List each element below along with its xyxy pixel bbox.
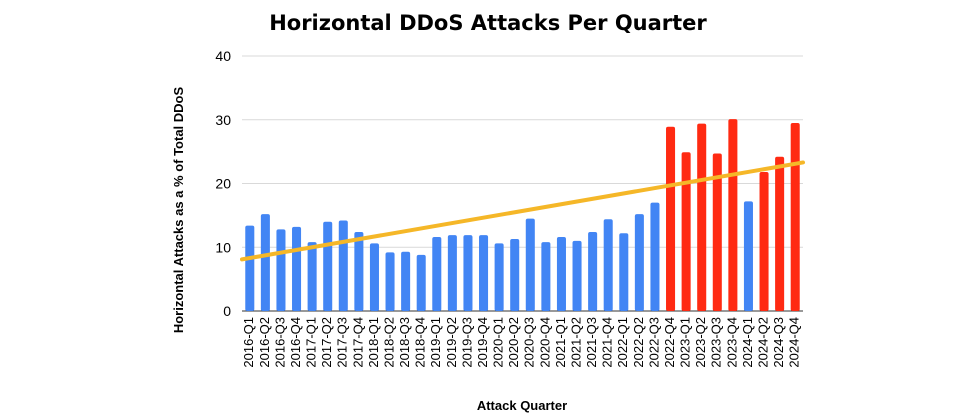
gridlines xyxy=(242,55,803,312)
chart-title: Horizontal DDoS Attacks Per Quarter xyxy=(269,11,707,35)
bar xyxy=(572,240,582,311)
bar xyxy=(728,119,738,311)
x-tick-label: 2019-Q1 xyxy=(428,317,443,368)
bar xyxy=(385,252,395,311)
bar xyxy=(260,214,270,311)
x-axis-label: Attack Quarter xyxy=(477,398,567,413)
x-tick-label: 2023-Q3 xyxy=(709,317,724,368)
y-tick-label: 0 xyxy=(223,303,231,319)
x-tick-label: 2024-Q3 xyxy=(771,317,786,368)
y-tick-label: 30 xyxy=(215,112,231,128)
x-tick-label: 2021-Q1 xyxy=(553,317,568,368)
x-tick-label: 2016-Q3 xyxy=(272,317,287,368)
bar xyxy=(447,235,457,311)
bar xyxy=(479,235,489,311)
bar xyxy=(634,214,644,311)
bar xyxy=(416,254,426,311)
bar xyxy=(494,243,504,311)
x-tick-label: 2023-Q2 xyxy=(693,317,708,368)
x-tick-label: 2020-Q1 xyxy=(491,317,506,368)
bar xyxy=(619,233,629,311)
x-tick-label: 2021-Q2 xyxy=(568,317,583,368)
x-tick-label: 2022-Q2 xyxy=(631,317,646,368)
bar xyxy=(603,219,613,311)
x-tick-label: 2019-Q2 xyxy=(444,317,459,368)
x-tick-label: 2016-Q2 xyxy=(257,317,272,368)
x-tick-label: 2020-Q4 xyxy=(537,317,552,368)
x-tick-label: 2022-Q4 xyxy=(662,317,677,368)
trendline-group xyxy=(240,160,805,262)
y-tick-label: 10 xyxy=(215,239,231,255)
bar xyxy=(588,231,598,311)
bar xyxy=(338,220,348,311)
y-tick-label: 20 xyxy=(215,176,231,192)
bar xyxy=(245,225,255,311)
x-tick-label: 2024-Q1 xyxy=(740,317,755,368)
x-tick-label: 2018-Q4 xyxy=(413,317,428,368)
x-tick-label: 2017-Q4 xyxy=(350,317,365,368)
bar xyxy=(292,226,302,311)
bars xyxy=(245,119,800,311)
bar xyxy=(510,238,520,311)
bar xyxy=(681,152,691,311)
bar xyxy=(276,229,286,311)
x-tick-label: 2016-Q1 xyxy=(241,317,256,368)
y-tick-labels: 0 10 20 30 40 xyxy=(215,48,231,319)
bar xyxy=(432,237,442,311)
bar xyxy=(463,235,473,311)
bar xyxy=(323,221,333,311)
y-tick-label: 40 xyxy=(215,48,231,64)
bar xyxy=(697,123,707,311)
x-tick-label: 2019-Q4 xyxy=(475,317,490,368)
x-tick-label: 2022-Q3 xyxy=(646,317,661,368)
x-tick-label: 2023-Q1 xyxy=(678,317,693,368)
x-tick-label: 2023-Q4 xyxy=(724,317,739,368)
x-tick-label: 2019-Q3 xyxy=(459,317,474,368)
x-tick-label: 2018-Q2 xyxy=(381,317,396,368)
bar xyxy=(759,172,769,311)
trendline xyxy=(240,160,805,262)
x-tick-label: 2024-Q4 xyxy=(787,317,802,368)
x-tick-label: 2017-Q2 xyxy=(319,317,334,368)
y-axis-label: Horizontal Attacks as a % of Total DDoS xyxy=(171,87,186,334)
bar xyxy=(666,126,676,311)
bar xyxy=(790,122,800,311)
x-tick-label: 2020-Q2 xyxy=(506,317,521,368)
bar xyxy=(307,242,317,311)
bar xyxy=(743,201,753,311)
bar xyxy=(369,243,379,311)
bar xyxy=(354,231,364,311)
bar xyxy=(712,153,722,311)
bar xyxy=(541,242,551,311)
x-tick-label: 2018-Q3 xyxy=(397,317,412,368)
x-tick-label: 2021-Q3 xyxy=(584,317,599,368)
x-tick-labels: 2016-Q1 2016-Q2 2016-Q3 2016-Q4 2017-Q1 2017-… xyxy=(241,317,801,368)
bar xyxy=(650,202,660,311)
x-tick-label: 2020-Q3 xyxy=(522,317,537,368)
x-tick-label: 2016-Q4 xyxy=(288,317,303,368)
bar xyxy=(775,156,785,311)
bar xyxy=(401,251,411,311)
x-tick-label: 2021-Q4 xyxy=(600,317,615,368)
x-tick-label: 2024-Q2 xyxy=(755,317,770,368)
x-tick-label: 2022-Q1 xyxy=(615,317,630,368)
bar xyxy=(556,237,566,311)
bar xyxy=(525,218,535,311)
x-tick-label: 2018-Q1 xyxy=(366,317,381,368)
x-tick-label: 2017-Q1 xyxy=(304,317,319,368)
x-tick-label: 2017-Q3 xyxy=(335,317,350,368)
